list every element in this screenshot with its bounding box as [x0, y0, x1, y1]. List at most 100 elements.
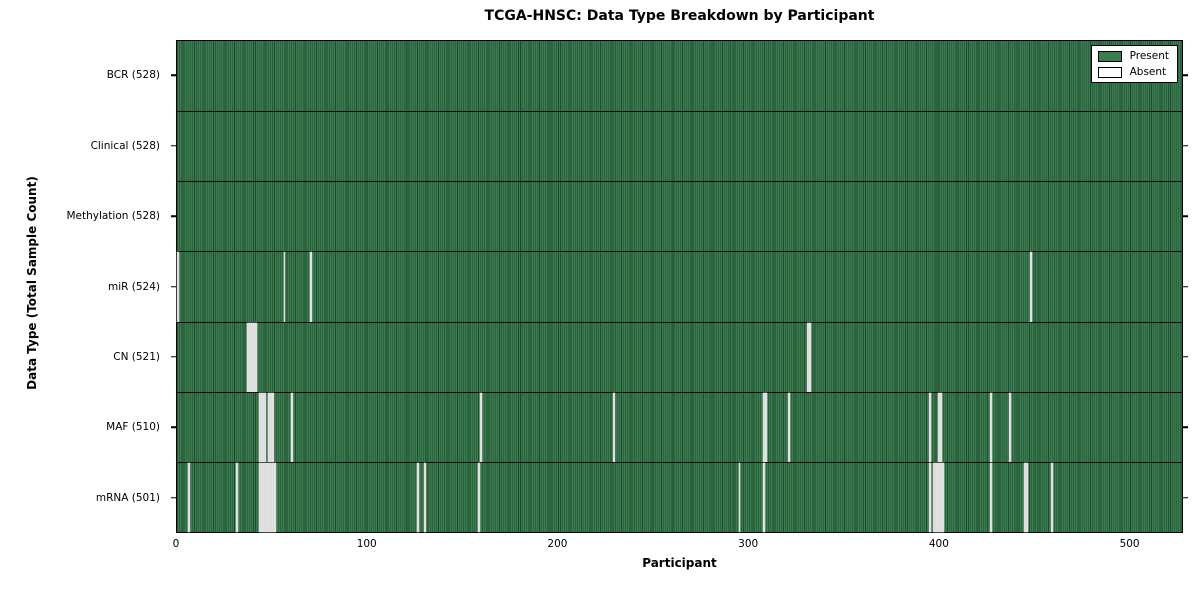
ytick-mark: [1183, 497, 1188, 499]
xtick-label-100: 100: [356, 538, 377, 550]
absent-stripe-MAF-48: [268, 392, 271, 462]
absent-stripe-MAF-44: [260, 392, 263, 462]
ytick-mark: [171, 144, 176, 147]
ytick-label-miR: miR (524): [107, 280, 160, 293]
absent-stripe-mRNA-48: [268, 462, 271, 532]
xtick-label-400: 400: [928, 538, 949, 550]
absent-stripe-mRNA-130: [424, 462, 427, 532]
absent-stripe-mRNA-46: [264, 462, 267, 532]
absent-stripe-mRNA-44: [260, 462, 263, 532]
legend: Present Absent: [1090, 45, 1178, 83]
ytick-mark: [1183, 144, 1188, 147]
absent-stripe-mRNA-445: [1024, 462, 1026, 532]
absent-stripe-mRNA-308: [763, 462, 766, 532]
absent-stripe-MAF-229: [612, 392, 615, 462]
chart-title: TCGA-HNSC: Data Type Breakdown by Partic…: [484, 8, 875, 24]
yticks-left: [171, 40, 176, 533]
row-CN: [177, 321, 1182, 392]
absent-stripe-mRNA-158: [477, 462, 480, 532]
absent-stripe-mRNA-51: [274, 462, 276, 532]
row-BCR: [177, 41, 1182, 112]
x-axis-label: Participant: [642, 556, 717, 570]
legend-item-present: Present: [1097, 50, 1169, 62]
absent-stripe-mRNA-31: [236, 462, 238, 532]
ytick-label-Clinical: Clinical (528): [90, 139, 160, 152]
absent-stripe-MAF-49: [270, 392, 273, 462]
xtick-label-0: 0: [172, 538, 180, 550]
absent-stripe-mRNA-427: [989, 462, 992, 532]
absent-stripe-mRNA-401: [940, 462, 943, 532]
absent-stripe-mRNA-399: [936, 462, 939, 532]
row-miR: [177, 251, 1182, 322]
legend-label-absent: Absent: [1129, 66, 1167, 78]
absent-stripe-miR-70: [310, 252, 313, 322]
absent-stripe-mRNA-398: [934, 462, 937, 532]
absent-stripe-CN-332: [808, 322, 811, 392]
absent-stripe-MAF-427: [989, 392, 992, 462]
absent-stripe-mRNA-126: [416, 462, 419, 532]
absent-stripe-CN-40: [253, 322, 256, 392]
row-mRNA: [177, 461, 1182, 532]
absent-stripe-CN-41: [255, 322, 257, 392]
ytick-label-BCR: BCR (528): [106, 69, 160, 82]
ytick-mark: [1183, 356, 1188, 358]
absent-stripe-MAF-60: [291, 392, 294, 462]
ytick-label-CN: CN (521): [113, 350, 160, 363]
ytick-mark: [171, 285, 176, 288]
xtick-label-200: 200: [547, 538, 568, 550]
absent-stripe-miR-56: [283, 252, 286, 322]
absent-stripe-MAF-46: [264, 392, 267, 462]
absent-stripe-CN-37: [247, 322, 250, 392]
absent-stripe-miR-448: [1029, 252, 1032, 322]
absent-stripe-mRNA-43: [258, 462, 261, 532]
absent-stripe-MAF-308: [763, 392, 766, 462]
plot-area: Present Absent: [176, 40, 1183, 533]
legend-item-absent: Absent: [1097, 66, 1169, 78]
ytick-labels: BCR (528) Clinical (528) Methylation (528)…: [0, 40, 168, 533]
legend-label-present: Present: [1129, 50, 1169, 62]
absent-stripe-mRNA-47: [266, 462, 269, 532]
absent-stripe-MAF-401: [940, 392, 943, 462]
ytick-mark: [1183, 215, 1188, 217]
row-Clinical: [177, 111, 1182, 182]
absent-stripe-CN-39: [251, 322, 254, 392]
ytick-mark: [171, 497, 176, 499]
absent-stripe-mRNA-446: [1025, 462, 1028, 532]
absent-stripe-mRNA-6: [188, 462, 191, 532]
absent-stripe-mRNA-50: [272, 462, 275, 532]
absent-stripe-mRNA-45: [262, 462, 265, 532]
ytick-mark: [1183, 285, 1188, 288]
ytick-mark: [171, 426, 176, 429]
absent-stripe-mRNA-395: [928, 462, 931, 532]
absent-stripe-MAF-43: [258, 392, 261, 462]
absent-stripe-mRNA-402: [942, 462, 945, 532]
ytick-label-Methylation: Methylation (528): [66, 210, 160, 223]
absent-stripe-miR-0: [177, 252, 179, 322]
ytick-mark: [171, 74, 176, 76]
ytick-mark: [1183, 74, 1188, 76]
ytick-label-MAF: MAF (510): [106, 421, 160, 434]
absent-stripe-mRNA-295: [738, 462, 741, 532]
absent-stripe-mRNA-459: [1050, 462, 1053, 532]
absent-stripe-MAF-45: [262, 392, 265, 462]
absent-stripe-MAF-159: [479, 392, 482, 462]
yticks-right: [1183, 40, 1188, 533]
row-MAF: [177, 391, 1182, 462]
ytick-label-mRNA: mRNA (501): [95, 491, 160, 504]
absent-swatch: [1097, 66, 1122, 78]
xtick-labels: 0 100 200 300 400 500: [172, 538, 1183, 552]
ytick-mark: [1183, 426, 1188, 429]
absent-stripe-MAF-50: [272, 392, 275, 462]
ytick-mark: [171, 356, 176, 358]
present-swatch: [1097, 50, 1122, 62]
ytick-mark: [171, 215, 176, 217]
absent-stripe-CN-331: [807, 322, 809, 392]
absent-stripe-CN-38: [249, 322, 252, 392]
absent-stripe-MAF-309: [765, 392, 768, 462]
absent-stripe-MAF-437: [1008, 392, 1011, 462]
row-Methylation: [177, 181, 1182, 252]
absent-stripe-MAF-400: [938, 392, 941, 462]
absent-stripe-MAF-321: [787, 392, 790, 462]
absent-stripe-mRNA-397: [932, 462, 935, 532]
